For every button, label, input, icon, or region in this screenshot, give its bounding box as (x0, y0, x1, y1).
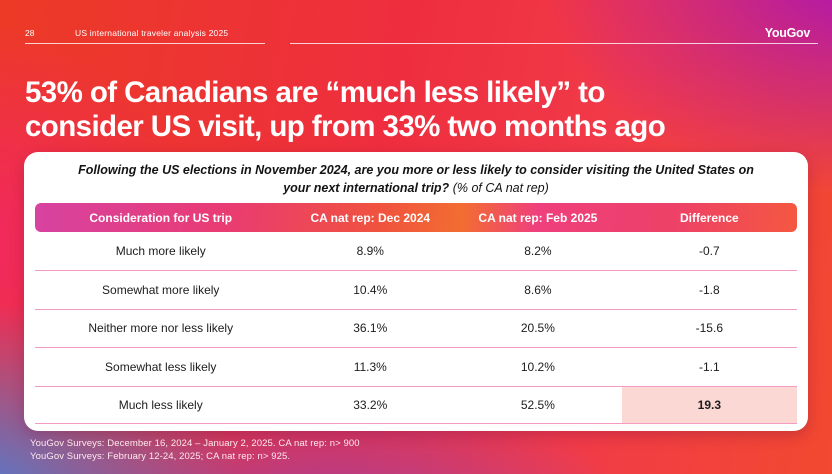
yougov-logo: YouGov (764, 26, 811, 40)
survey-question-text: Following the US elections in November 2… (78, 163, 754, 195)
table-row: Somewhat less likely 11.3% 10.2% -1.1 (35, 347, 797, 385)
report-title: US international traveler analysis 2025 (75, 28, 229, 38)
table-header-row: Consideration for US trip CA nat rep: De… (35, 203, 797, 232)
source-footnotes: YouGov Surveys: December 16, 2024 – Janu… (30, 437, 360, 464)
table-row: Much more likely 8.9% 8.2% -0.7 (35, 232, 797, 270)
data-table-card: Following the US elections in November 2… (24, 152, 808, 431)
value-dec-2024: 33.2% (353, 397, 388, 412)
value-dec-2024: 36.1% (353, 321, 388, 336)
headline-line1: 53% of Canadians are “much less likely” … (25, 75, 605, 109)
column-header-dec-2024: CA nat rep: Dec 2024 (310, 210, 431, 225)
table-body: Much more likely 8.9% 8.2% -0.7 Somewhat… (35, 232, 797, 424)
value-dec-2024: 11.3% (353, 359, 387, 374)
source-footnote-2: YouGov Surveys: February 12-24, 2025; CA… (30, 451, 291, 463)
source-footnote-1: YouGov Surveys: December 16, 2024 – Janu… (30, 438, 360, 449)
value-feb-2025: 20.5% (520, 321, 555, 336)
value-feb-2025: 8.6% (524, 283, 552, 298)
value-feb-2025: 52.5% (520, 397, 555, 412)
page-number: 28 (25, 28, 35, 38)
row-label: Much less likely (118, 397, 203, 412)
survey-question: Following the US elections in November 2… (24, 152, 808, 203)
value-difference: -1.1 (698, 359, 720, 374)
column-header-difference: Difference (679, 210, 739, 225)
survey-question-note: (% of CA nat rep) (452, 181, 549, 195)
row-label: Much more likely (115, 244, 206, 259)
table-row: Somewhat more likely 10.4% 8.6% -1.8 (35, 270, 797, 308)
value-difference: -15.6 (695, 321, 723, 336)
row-label: Somewhat less likely (105, 359, 217, 374)
value-dec-2024: 10.4% (353, 283, 388, 298)
headline-line2: consider US visit, up from 33% two month… (25, 109, 666, 143)
column-header-consideration: Consideration for US trip (89, 210, 233, 225)
row-label: Somewhat more likely (102, 283, 220, 298)
topbar-rule-left (25, 43, 265, 44)
value-feb-2025: 10.2% (520, 359, 555, 374)
topbar-rule-mid (290, 43, 818, 44)
row-label: Neither more nor less likely (88, 321, 234, 336)
table-row: Neither more nor less likely 36.1% 20.5%… (35, 308, 797, 347)
value-feb-2025: 8.2% (524, 244, 552, 259)
value-difference-highlighted: 19.3 (621, 386, 797, 423)
headline: 53% of Canadians are “much less likely” … (25, 76, 805, 144)
value-difference: -0.7 (698, 244, 720, 259)
value-difference: -1.8 (698, 283, 720, 298)
column-header-feb-2025: CA nat rep: Feb 2025 (478, 210, 598, 225)
table-row-highlighted: Much less likely 33.2% 52.5% 19.3 (35, 385, 797, 424)
value-dec-2024: 8.9% (356, 244, 384, 259)
